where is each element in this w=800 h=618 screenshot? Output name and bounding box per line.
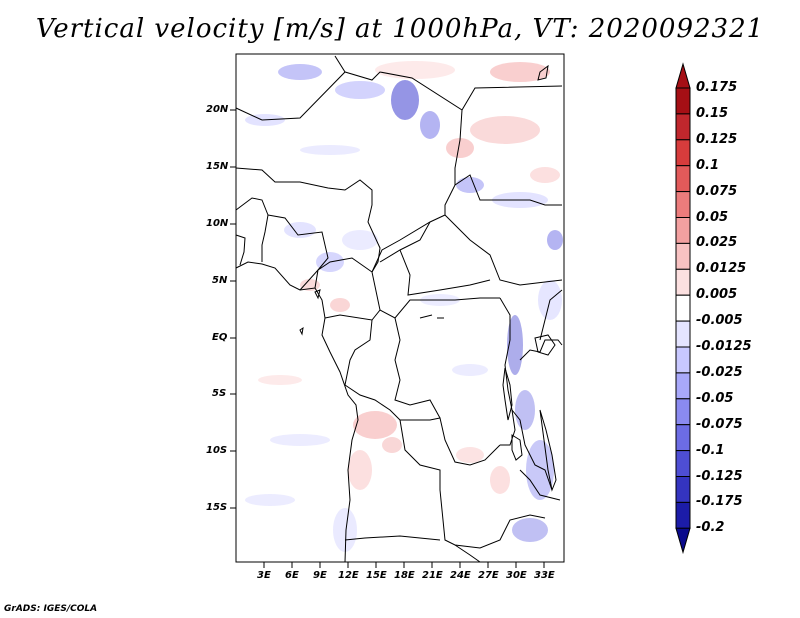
colorbar-swatch	[675, 294, 691, 322]
lon-label: 6E	[285, 570, 299, 581]
colorbar-swatch	[675, 268, 691, 296]
lon-label: 15E	[366, 570, 387, 581]
colorbar-label: 0.025	[696, 235, 738, 251]
colorbar-label: 0.175	[696, 80, 738, 95]
lat-label: 20N	[206, 104, 229, 115]
colorbar-cap-top	[675, 62, 691, 89]
map-panel	[235, 53, 565, 563]
colorbar-swatch	[675, 476, 691, 503]
colorbar-swatch	[675, 242, 691, 270]
colorbar-label: -0.175	[696, 494, 743, 510]
chart-title: Vertical velocity [m/s] at 1000hPa, VT: …	[35, 14, 765, 44]
credit-text: GrADS: IGES/COLA	[4, 604, 98, 614]
lat-label: 10S	[206, 445, 228, 456]
colorbar-swatch	[675, 139, 691, 167]
lat-ticks	[230, 109, 236, 509]
colorbar-label: -0.1	[696, 442, 725, 458]
lon-label: 9E	[313, 570, 327, 581]
colorbar-swatch	[675, 191, 691, 219]
colorbar-label: 0.05	[696, 209, 729, 225]
colorbar-swatch	[675, 320, 691, 348]
lat-label: 10N	[206, 218, 229, 229]
colorbar-swatch	[675, 346, 691, 374]
lon-label: 30E	[506, 570, 527, 581]
colorbar-label: 0.075	[696, 183, 738, 199]
lon-label: 33E	[534, 570, 555, 581]
colorbar-label: -0.025	[696, 364, 743, 380]
colorbar-swatch	[675, 113, 691, 141]
lon-label: 27E	[478, 570, 499, 581]
colorbar-label: -0.005	[696, 313, 743, 329]
colorbar-swatch	[675, 424, 691, 452]
colorbar-swatch	[675, 398, 691, 426]
lat-label: 15N	[206, 161, 229, 172]
lon-ticks	[263, 562, 545, 568]
colorbar-label: 0.125	[696, 131, 738, 147]
lat-label: 15S	[206, 502, 228, 513]
colorbar-swatch	[675, 450, 691, 478]
lon-label: 21E	[422, 570, 443, 581]
map-frame	[235, 53, 565, 563]
colorbar-label: 0.15	[696, 105, 729, 121]
colorbar-label: 0.0125	[696, 261, 747, 277]
lat-label: 5S	[212, 388, 227, 399]
lat-label: 5N	[212, 275, 228, 286]
colorbar-label: -0.0125	[696, 339, 752, 354]
colorbar-label: -0.05	[696, 390, 734, 406]
lon-label: 24E	[450, 570, 471, 581]
lon-label: 12E	[338, 570, 359, 581]
colorbar-label: 0.005	[696, 287, 738, 303]
colorbar-label: -0.075	[696, 416, 743, 432]
colorbar-swatch	[675, 372, 691, 400]
colorbar-swatch	[675, 501, 691, 529]
colorbar-label: -0.125	[696, 468, 743, 484]
lat-label: EQ	[212, 332, 228, 343]
colorbar-swatch	[675, 165, 691, 193]
colorbar-label: -0.2	[696, 520, 725, 536]
colorbar	[675, 62, 691, 555]
lon-label: 18E	[394, 570, 415, 581]
lon-label: 3E	[257, 570, 271, 581]
colorbar-cap-bottom	[675, 527, 691, 555]
colorbar-label: 0.1	[696, 157, 720, 173]
colorbar-swatch	[675, 87, 691, 115]
colorbar-swatch	[675, 217, 691, 244]
country-borders	[235, 55, 563, 563]
